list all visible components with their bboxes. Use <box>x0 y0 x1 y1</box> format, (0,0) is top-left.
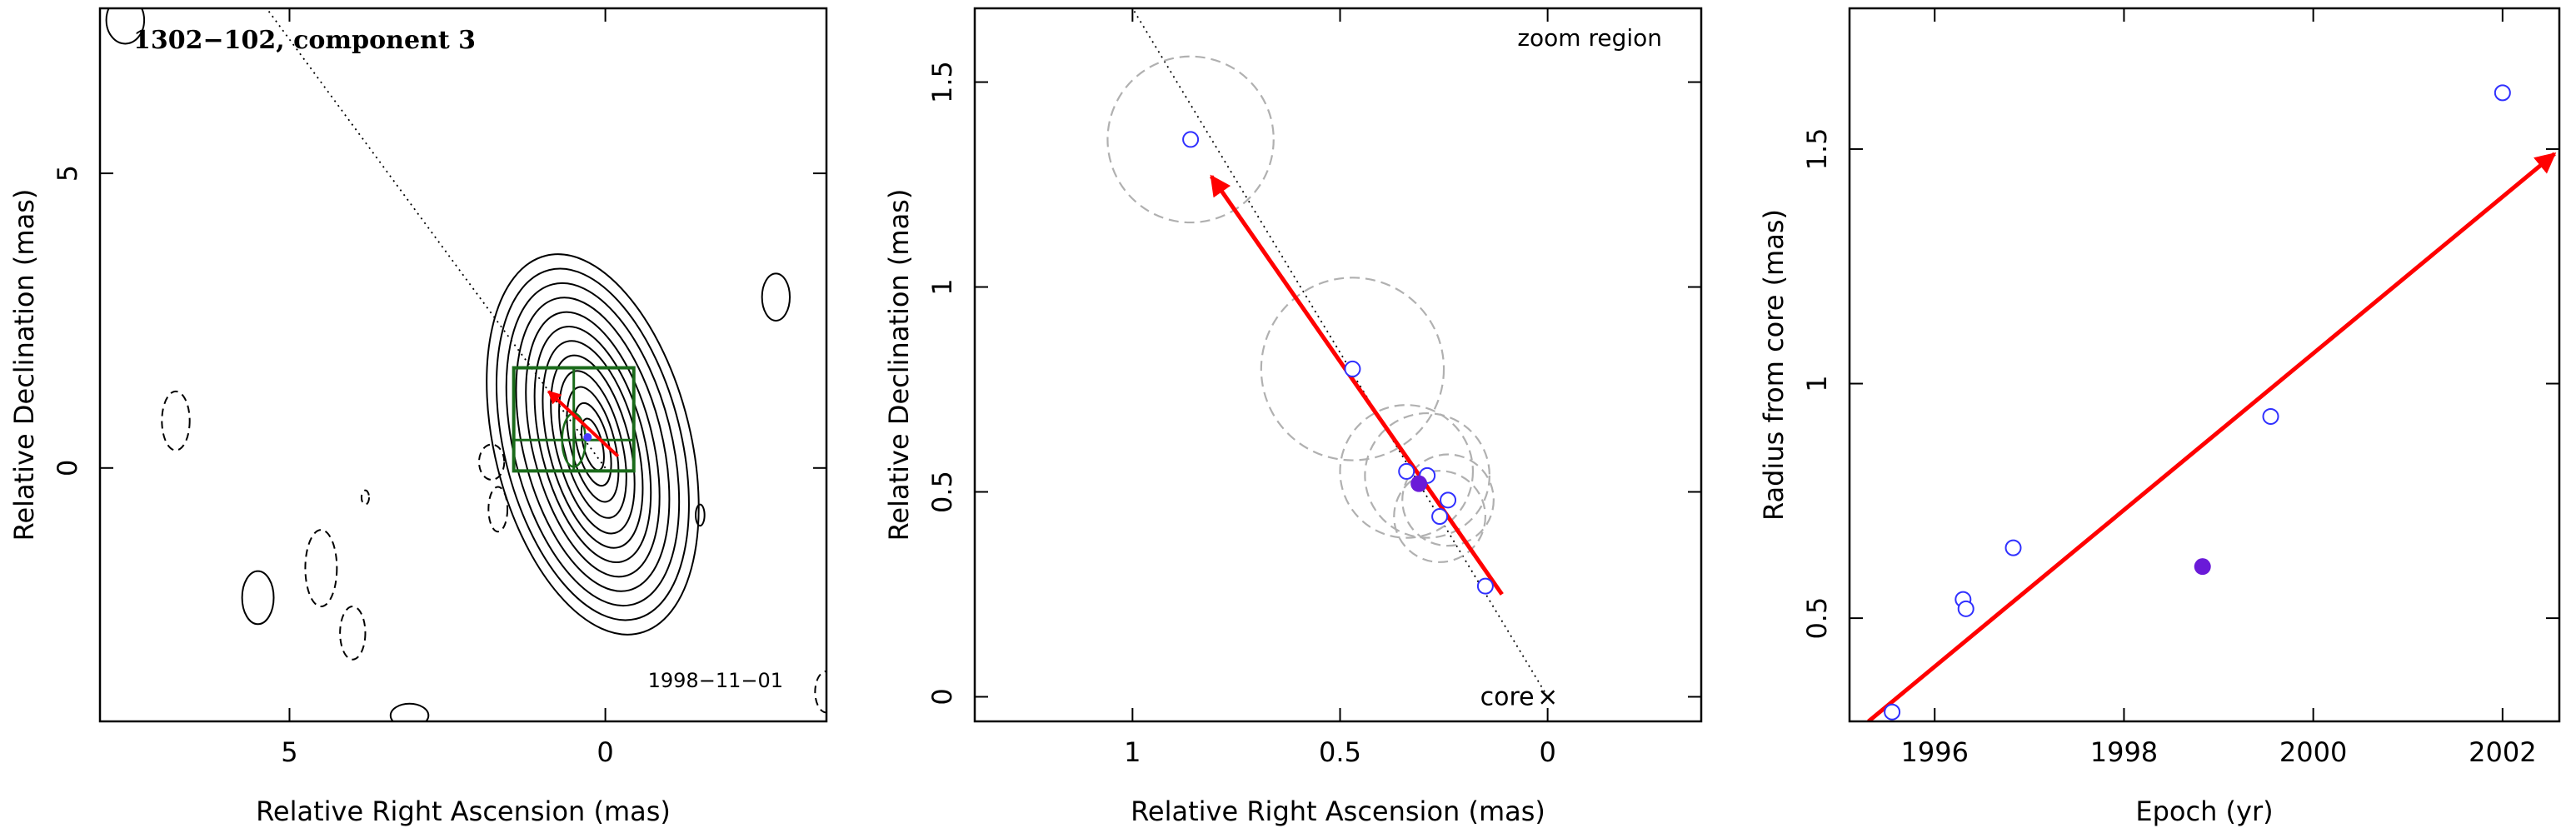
panel2-y-axis-label: Relative Declination (mas) <box>883 189 915 541</box>
y-tick-label: 5 <box>52 165 83 182</box>
data-point <box>1884 703 1901 721</box>
uncertainty-circle <box>1260 277 1445 461</box>
panel2-corner-label: zoom region <box>1517 24 1662 52</box>
zoom-plot-area <box>1106 8 1549 697</box>
panel2-frame <box>973 7 1703 723</box>
jet-direction-line <box>265 8 607 469</box>
x-tick-label: 2002 <box>2469 736 2536 768</box>
x-tick-label: 0 <box>597 736 613 768</box>
contour-level <box>533 325 652 564</box>
data-point <box>1398 462 1415 480</box>
panel3-y-axis-label: Radius from core (mas) <box>1758 209 1790 521</box>
data-point <box>1957 600 1974 617</box>
data-point <box>2494 84 2511 102</box>
y-tick-label: 1.5 <box>926 61 958 103</box>
panel1-frame <box>98 7 828 723</box>
panel-contour-map: 5 0 0 5 1302−102, component 3 1998−11−01 Re… <box>8 7 828 827</box>
data-point <box>1182 131 1200 148</box>
negative-contour <box>161 390 191 451</box>
y-tick-label: 0 <box>52 460 83 476</box>
contour-blob <box>241 570 275 626</box>
contour-level <box>542 340 644 549</box>
core-marker: × <box>1537 682 1558 711</box>
contour-blob <box>695 503 706 527</box>
contour-level <box>505 282 681 607</box>
component-marker <box>583 433 592 442</box>
contour-blob <box>389 702 430 721</box>
panel-radius-vs-epoch: 1996 1998 2000 2002 0.5 1 1.5 Epoch (yr) Radiu… <box>1758 7 2561 827</box>
y-tick-label: 1 <box>1801 375 1833 392</box>
panel1-date-annotation: 1998−11−01 <box>648 669 783 692</box>
uncertainty-circle <box>1364 412 1490 539</box>
x-tick-label: 5 <box>281 736 297 768</box>
y-tick-label: 1 <box>926 278 958 295</box>
data-point <box>1440 491 1457 509</box>
contour-blob <box>105 8 146 45</box>
panel1-y-axis-label: Relative Declination (mas) <box>8 189 40 541</box>
panel-zoom-region: 1 0.5 0 0 0.5 1 1.5 zoom region core × Relativ… <box>883 7 1703 827</box>
core-label: core <box>1480 682 1535 711</box>
contour-blob <box>761 272 791 322</box>
contour-level <box>515 297 671 592</box>
uncertainty-circle <box>1339 404 1475 539</box>
y-tick-label: 0.5 <box>1801 597 1833 640</box>
contour-level <box>486 253 700 636</box>
negative-contour <box>360 489 371 506</box>
x-tick-label: 1996 <box>1901 736 1969 768</box>
motion-arrow <box>1209 174 1504 596</box>
panel2-axis-ticks: 1 0.5 0 0 0.5 1 1.5 <box>926 8 1701 768</box>
x-tick-label: 2000 <box>2279 736 2347 768</box>
negative-contour <box>487 486 509 533</box>
x-tick-label: 1 <box>1124 736 1141 768</box>
data-point <box>1431 508 1449 526</box>
motion-arrow <box>547 390 620 458</box>
x-tick-label: 0.5 <box>1319 736 1361 768</box>
negative-contour <box>814 670 826 714</box>
fit-arrow <box>1867 152 2557 721</box>
highlight-point <box>1410 475 1428 492</box>
panel3-frame <box>1848 7 2561 723</box>
contour-level <box>558 370 627 519</box>
panel2-x-axis-label: Relative Right Ascension (mas) <box>1131 796 1545 827</box>
contour-level <box>550 354 636 535</box>
negative-contour <box>477 443 506 481</box>
negative-contour <box>339 606 367 661</box>
data-point <box>2262 407 2279 425</box>
panel3-axis-ticks: 1996 1998 2000 2002 0.5 1 1.5 <box>1801 8 2559 768</box>
y-tick-label: 0 <box>926 688 958 705</box>
panel3-x-axis-label: Epoch (yr) <box>2135 796 2273 827</box>
y-tick-label: 1.5 <box>1801 128 1833 171</box>
contour-level <box>525 311 661 578</box>
x-tick-label: 1998 <box>2090 736 2158 768</box>
x-tick-label: 0 <box>1539 736 1555 768</box>
uncertainty-circle <box>1106 55 1275 224</box>
contour-plot-area <box>105 8 826 721</box>
data-point <box>1476 577 1494 595</box>
data-point <box>1344 360 1361 377</box>
y-tick-label: 0.5 <box>926 471 958 513</box>
data-point <box>2004 539 2022 556</box>
contour-level <box>566 386 620 503</box>
epoch-plot-area <box>1867 84 2557 721</box>
uncertainty-circle <box>1401 453 1495 547</box>
panel1-x-axis-label: Relative Right Ascension (mas) <box>256 796 671 827</box>
panel1-title: 1302−102, component 3 <box>133 26 476 55</box>
highlight-point <box>2194 558 2211 576</box>
negative-contour <box>304 529 338 608</box>
panel1-axis-ticks: 5 0 0 5 <box>52 8 826 768</box>
contour-level <box>495 267 690 621</box>
uncertainty-circle <box>1393 470 1486 563</box>
